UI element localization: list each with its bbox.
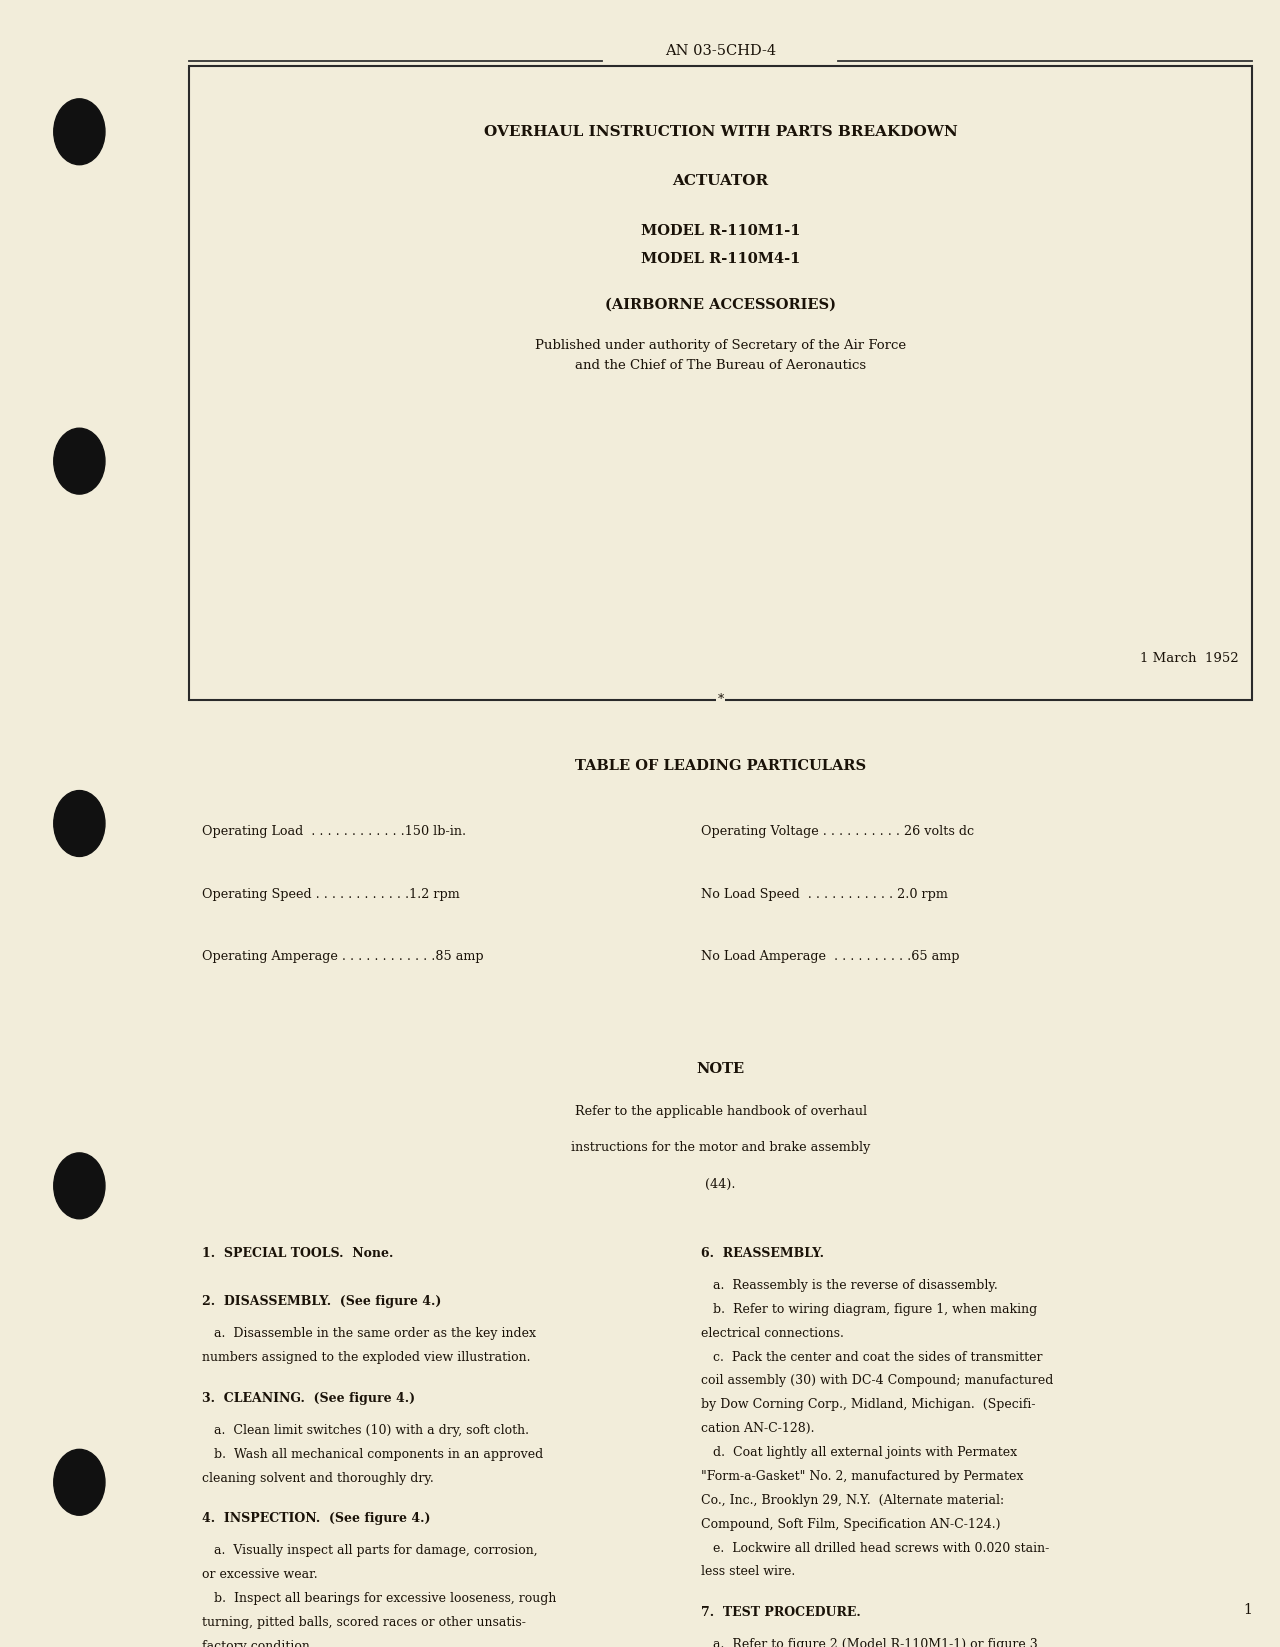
Bar — [189, 66, 1252, 700]
Circle shape — [54, 99, 105, 165]
Text: Refer to the applicable handbook of overhaul: Refer to the applicable handbook of over… — [575, 1105, 867, 1118]
Text: AN 03-5CHD-4: AN 03-5CHD-4 — [666, 43, 776, 58]
Text: factory condition.: factory condition. — [202, 1640, 314, 1647]
Text: coil assembly (30) with DC-4 Compound; manufactured: coil assembly (30) with DC-4 Compound; m… — [701, 1375, 1053, 1387]
Text: OVERHAUL INSTRUCTION WITH PARTS BREAKDOWN: OVERHAUL INSTRUCTION WITH PARTS BREAKDOW… — [484, 125, 957, 138]
Text: Operating Amperage . . . . . . . . . . . .85 amp: Operating Amperage . . . . . . . . . . .… — [202, 950, 484, 963]
Text: 6.  REASSEMBLY.: 6. REASSEMBLY. — [701, 1247, 824, 1260]
Text: ACTUATOR: ACTUATOR — [672, 175, 769, 188]
Text: No Load Speed  . . . . . . . . . . . 2.0 rpm: No Load Speed . . . . . . . . . . . 2.0 … — [701, 888, 948, 901]
Text: e.  Lockwire all drilled head screws with 0.020 stain-: e. Lockwire all drilled head screws with… — [701, 1542, 1050, 1555]
Text: less steel wire.: less steel wire. — [701, 1566, 796, 1578]
Text: a.  Clean limit switches (10) with a dry, soft cloth.: a. Clean limit switches (10) with a dry,… — [202, 1423, 529, 1436]
Circle shape — [54, 791, 105, 856]
Text: numbers assigned to the exploded view illustration.: numbers assigned to the exploded view il… — [202, 1352, 531, 1364]
Text: 1 March  1952: 1 March 1952 — [1140, 652, 1239, 665]
Text: (44).: (44). — [705, 1178, 736, 1191]
Circle shape — [54, 1153, 105, 1219]
Text: Operating Voltage . . . . . . . . . . 26 volts dc: Operating Voltage . . . . . . . . . . 26… — [701, 825, 974, 838]
Text: a.  Disassemble in the same order as the key index: a. Disassemble in the same order as the … — [202, 1327, 536, 1341]
Text: b.  Inspect all bearings for excessive looseness, rough: b. Inspect all bearings for excessive lo… — [202, 1593, 557, 1604]
Text: (AIRBORNE ACCESSORIES): (AIRBORNE ACCESSORIES) — [605, 298, 836, 311]
Text: Published under authority of Secretary of the Air Force
and the Chief of The Bur: Published under authority of Secretary o… — [535, 339, 906, 372]
Text: 2.  DISASSEMBLY.  (See figure 4.): 2. DISASSEMBLY. (See figure 4.) — [202, 1296, 442, 1308]
Text: b.  Refer to wiring diagram, figure 1, when making: b. Refer to wiring diagram, figure 1, wh… — [701, 1303, 1038, 1316]
Text: turning, pitted balls, scored races or other unsatis-: turning, pitted balls, scored races or o… — [202, 1616, 526, 1629]
Text: instructions for the motor and brake assembly: instructions for the motor and brake ass… — [571, 1141, 870, 1155]
Text: "Form-a-Gasket" No. 2, manufactured by Permatex: "Form-a-Gasket" No. 2, manufactured by P… — [701, 1471, 1024, 1482]
Text: No Load Amperage  . . . . . . . . . .65 amp: No Load Amperage . . . . . . . . . .65 a… — [701, 950, 960, 963]
Text: a.  Reassembly is the reverse of disassembly.: a. Reassembly is the reverse of disassem… — [701, 1280, 998, 1291]
Text: MODEL R-110M4-1: MODEL R-110M4-1 — [641, 252, 800, 265]
Text: TABLE OF LEADING PARTICULARS: TABLE OF LEADING PARTICULARS — [575, 759, 867, 772]
Text: Compound, Soft Film, Specification AN-C-124.): Compound, Soft Film, Specification AN-C-… — [701, 1519, 1001, 1530]
Text: d.  Coat lightly all external joints with Permatex: d. Coat lightly all external joints with… — [701, 1446, 1018, 1459]
Text: Operating Load  . . . . . . . . . . . .150 lb-in.: Operating Load . . . . . . . . . . . .15… — [202, 825, 466, 838]
Text: 4.  INSPECTION.  (See figure 4.): 4. INSPECTION. (See figure 4.) — [202, 1512, 431, 1525]
Text: NOTE: NOTE — [696, 1062, 745, 1075]
Text: b.  Wash all mechanical components in an approved: b. Wash all mechanical components in an … — [202, 1448, 544, 1461]
Text: 1.  SPECIAL TOOLS.  None.: 1. SPECIAL TOOLS. None. — [202, 1247, 394, 1260]
Text: a.  Visually inspect all parts for damage, corrosion,: a. Visually inspect all parts for damage… — [202, 1545, 538, 1556]
Text: cleaning solvent and thoroughly dry.: cleaning solvent and thoroughly dry. — [202, 1472, 434, 1484]
Text: *: * — [718, 693, 723, 707]
Text: MODEL R-110M1-1: MODEL R-110M1-1 — [641, 224, 800, 237]
Text: or excessive wear.: or excessive wear. — [202, 1568, 317, 1581]
Text: 7.  TEST PROCEDURE.: 7. TEST PROCEDURE. — [701, 1606, 861, 1619]
Text: c.  Pack the center and coat the sides of transmitter: c. Pack the center and coat the sides of… — [701, 1351, 1043, 1364]
Text: 1: 1 — [1243, 1603, 1252, 1617]
Text: electrical connections.: electrical connections. — [701, 1327, 845, 1339]
Circle shape — [54, 1449, 105, 1515]
Text: Co., Inc., Brooklyn 29, N.Y.  (Alternate material:: Co., Inc., Brooklyn 29, N.Y. (Alternate … — [701, 1494, 1005, 1507]
Text: a.  Refer to figure 2 (Model R-110M1-1) or figure 3: a. Refer to figure 2 (Model R-110M1-1) o… — [701, 1639, 1038, 1647]
Text: cation AN-C-128).: cation AN-C-128). — [701, 1423, 815, 1435]
Text: 3.  CLEANING.  (See figure 4.): 3. CLEANING. (See figure 4.) — [202, 1392, 416, 1405]
Text: by Dow Corning Corp., Midland, Michigan.  (Specifi-: by Dow Corning Corp., Midland, Michigan.… — [701, 1398, 1036, 1411]
Text: Operating Speed . . . . . . . . . . . .1.2 rpm: Operating Speed . . . . . . . . . . . .1… — [202, 888, 460, 901]
Circle shape — [54, 428, 105, 494]
